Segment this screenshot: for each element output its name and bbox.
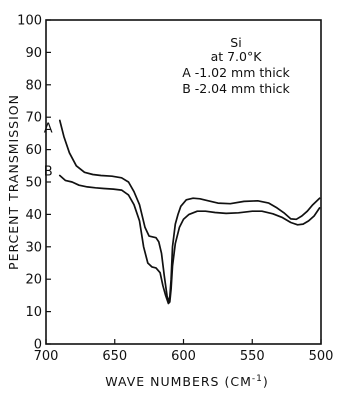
x-tick-label: 600 (171, 349, 196, 364)
x-axis-title-suffix: ) (263, 374, 269, 389)
annotation-material: Si (230, 35, 241, 50)
y-tick-label: 100 (17, 14, 42, 29)
x-tick-label: 700 (34, 349, 59, 364)
y-axis-ticks: 0 10 20 30 40 50 60 70 80 90 100 (17, 14, 51, 353)
annotation-sample-a: A -1.02 mm thick (182, 65, 290, 80)
y-tick-label: 80 (25, 78, 42, 93)
series-labels: AB (44, 121, 53, 179)
annotation-sample-b: B -2.04 mm thick (182, 81, 290, 96)
series-label-b: B (44, 165, 53, 180)
x-axis-title-superscript: -1 (252, 374, 263, 384)
y-tick-label: 70 (25, 111, 42, 126)
series-label-a: A (44, 121, 53, 136)
x-tick-label: 550 (240, 349, 265, 364)
x-tick-label: 500 (309, 349, 334, 364)
plot-area: 0 10 20 30 40 50 60 70 80 90 100 700 650 600 550 500 A… (17, 14, 333, 365)
y-tick-label: 10 (25, 305, 42, 320)
x-axis-title-main: WAVE NUMBERS (CM (105, 374, 252, 389)
series-line-b (58, 174, 321, 305)
series-line-a (58, 119, 321, 303)
x-tick-label: 650 (102, 349, 127, 364)
y-tick-label: 20 (25, 273, 42, 288)
y-tick-label: 40 (25, 208, 42, 223)
annotation-temperature: at 7.0°K (211, 49, 263, 64)
x-axis-title: WAVE NUMBERS (CM-1) (105, 374, 268, 389)
annotation-block: Si at 7.0°K A -1.02 mm thick B -2.04 mm … (182, 35, 290, 96)
y-tick-label: 60 (25, 143, 42, 158)
y-tick-label: 0 (34, 338, 42, 353)
series-layer (58, 119, 321, 305)
y-tick-label: 30 (25, 240, 42, 255)
y-tick-label: 90 (25, 46, 42, 61)
y-tick-label: 50 (25, 176, 42, 191)
y-axis-title: PERCENT TRANSMISSION (6, 94, 21, 270)
x-axis-ticks: 700 650 600 550 500 (34, 339, 334, 364)
